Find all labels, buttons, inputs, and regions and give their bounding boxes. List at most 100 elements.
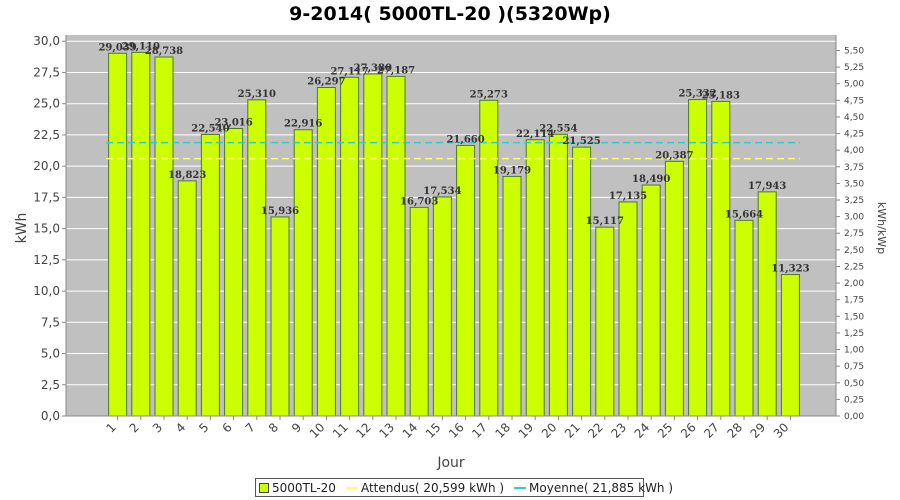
data-label: 19,179: [493, 165, 531, 176]
data-label: 27,187: [377, 65, 415, 76]
bar: [688, 99, 708, 417]
y-tick-label: 5,0: [41, 347, 60, 361]
bar: [711, 100, 731, 417]
bar: [734, 219, 754, 417]
x-tick-label: 19: [516, 420, 537, 441]
x-axis-title: Jour: [436, 455, 465, 471]
x-tick-label: 9: [289, 420, 304, 435]
x-tick-label: 7: [243, 420, 258, 435]
x-tick-label: 6: [219, 420, 234, 435]
y2-tick-label: 2,50: [844, 246, 864, 256]
x-tick-label: 23: [608, 420, 629, 441]
data-label: 25,332: [678, 89, 716, 100]
data-label: 25,183: [702, 90, 740, 101]
data-label: 27,380: [354, 63, 392, 74]
data-label: 20,387: [655, 150, 693, 161]
data-label: 28,738: [145, 46, 183, 57]
data-label: 21,525: [562, 136, 600, 147]
legend-item-expected: Attendus( 20,599 kWh ): [345, 480, 505, 495]
x-tick-label: 29: [748, 420, 769, 441]
data-label: 21,660: [446, 134, 484, 145]
y2-tick-label: 0,75: [844, 362, 864, 372]
y-tick-label: 20,0: [33, 159, 60, 173]
y-tick-label: 27,5: [33, 65, 60, 79]
bar: [572, 146, 592, 417]
y2-tick-label: 5,00: [844, 80, 864, 90]
y2-tick-label: 3,25: [844, 196, 864, 206]
y-tick-label: 25,0: [33, 97, 60, 111]
x-tick-label: 13: [376, 420, 397, 441]
x-tick-label: 5: [196, 420, 211, 435]
bar: [270, 216, 290, 417]
data-label: 22,540: [191, 123, 229, 134]
data-label: 18,823: [168, 170, 206, 181]
y-tick-label: 12,5: [33, 253, 60, 267]
x-tick-label: 30: [771, 420, 792, 441]
data-label: 22,916: [284, 119, 322, 130]
data-label: 26,297: [307, 77, 345, 88]
legend-item-average: Moyenne( 21,885 kWh ): [514, 481, 673, 495]
legend-label-average: Moyenne( 21,885 kWh ): [529, 480, 674, 495]
bar: [409, 206, 429, 417]
bar: [525, 139, 545, 417]
data-label: 29,110: [122, 41, 160, 52]
chart-title: 9-2014( 5000TL-20 )(5320Wp): [289, 3, 611, 25]
legend-swatch-series: [259, 482, 269, 493]
y2-tick-label: 3,50: [844, 179, 864, 189]
legend-label-series: 5000TL-20: [272, 480, 336, 495]
data-label: 15,117: [586, 216, 624, 227]
x-tick-label: 3: [150, 420, 165, 435]
y2-tick-label: 3,75: [844, 163, 864, 173]
legend: 5000TL-20 Attendus( 20,599 kWh ) Moyenne…: [255, 478, 673, 497]
bar: [664, 160, 684, 417]
x-tick-label: 25: [655, 420, 676, 441]
y-tick-label: 2,5: [41, 378, 60, 392]
x-tick-label: 8: [266, 420, 281, 435]
legend-swatch-expected: [345, 486, 358, 489]
y-tick-label: 22,5: [33, 128, 60, 142]
data-label: 11,323: [771, 264, 809, 275]
x-tick-label: 18: [492, 420, 513, 441]
data-label: 23,016: [214, 117, 252, 128]
legend-label-expected: Attendus( 20,599 kWh ): [360, 480, 505, 495]
y-tick-label: 15,0: [33, 222, 60, 236]
legend-item-series: 5000TL-20: [259, 481, 336, 495]
y2-axis-title: kWh/kWp: [875, 202, 888, 254]
x-tick-label: 26: [678, 420, 699, 441]
x-tick-label: 16: [446, 420, 467, 441]
x-tick-label: 28: [724, 420, 745, 441]
y-tick-label: 10,0: [33, 284, 60, 298]
data-label: 25,273: [470, 89, 508, 100]
bar: [363, 73, 383, 417]
y2-tick-label: 2,75: [844, 229, 864, 239]
x-tick-label: 22: [585, 420, 606, 441]
bar: [502, 175, 522, 417]
bar: [224, 127, 244, 417]
x-tick-label: 24: [632, 420, 653, 441]
x-tick-label: 27: [701, 420, 722, 441]
x-tick-label: 17: [469, 420, 490, 441]
y-axis-title: kWh: [14, 213, 30, 244]
x-tick-label: 20: [539, 420, 560, 441]
y2-tick-label: 0,00: [844, 412, 864, 422]
bar: [177, 180, 197, 417]
data-label: 17,534: [423, 186, 461, 197]
data-label: 22,554: [539, 123, 577, 134]
bar: [618, 201, 638, 417]
x-tick-label: 1: [103, 420, 118, 435]
y2-tick-label: 3,00: [844, 213, 864, 223]
data-label: 18,490: [632, 174, 670, 185]
x-tick-label: 2: [127, 420, 142, 435]
y2-tick-label: 1,50: [844, 312, 864, 322]
bar: [479, 99, 499, 417]
data-label: 17,135: [609, 191, 647, 202]
data-label: 16,703: [400, 196, 438, 207]
reference-lines: [106, 141, 800, 160]
bar: [641, 184, 661, 417]
y2-tick-label: 1,25: [844, 329, 864, 339]
y2-tick-label: 4,50: [844, 113, 864, 123]
bar: [131, 51, 151, 417]
data-label: 17,943: [748, 181, 786, 192]
y-tick-label: 30,0: [33, 34, 60, 48]
data-label: 15,664: [725, 209, 763, 220]
